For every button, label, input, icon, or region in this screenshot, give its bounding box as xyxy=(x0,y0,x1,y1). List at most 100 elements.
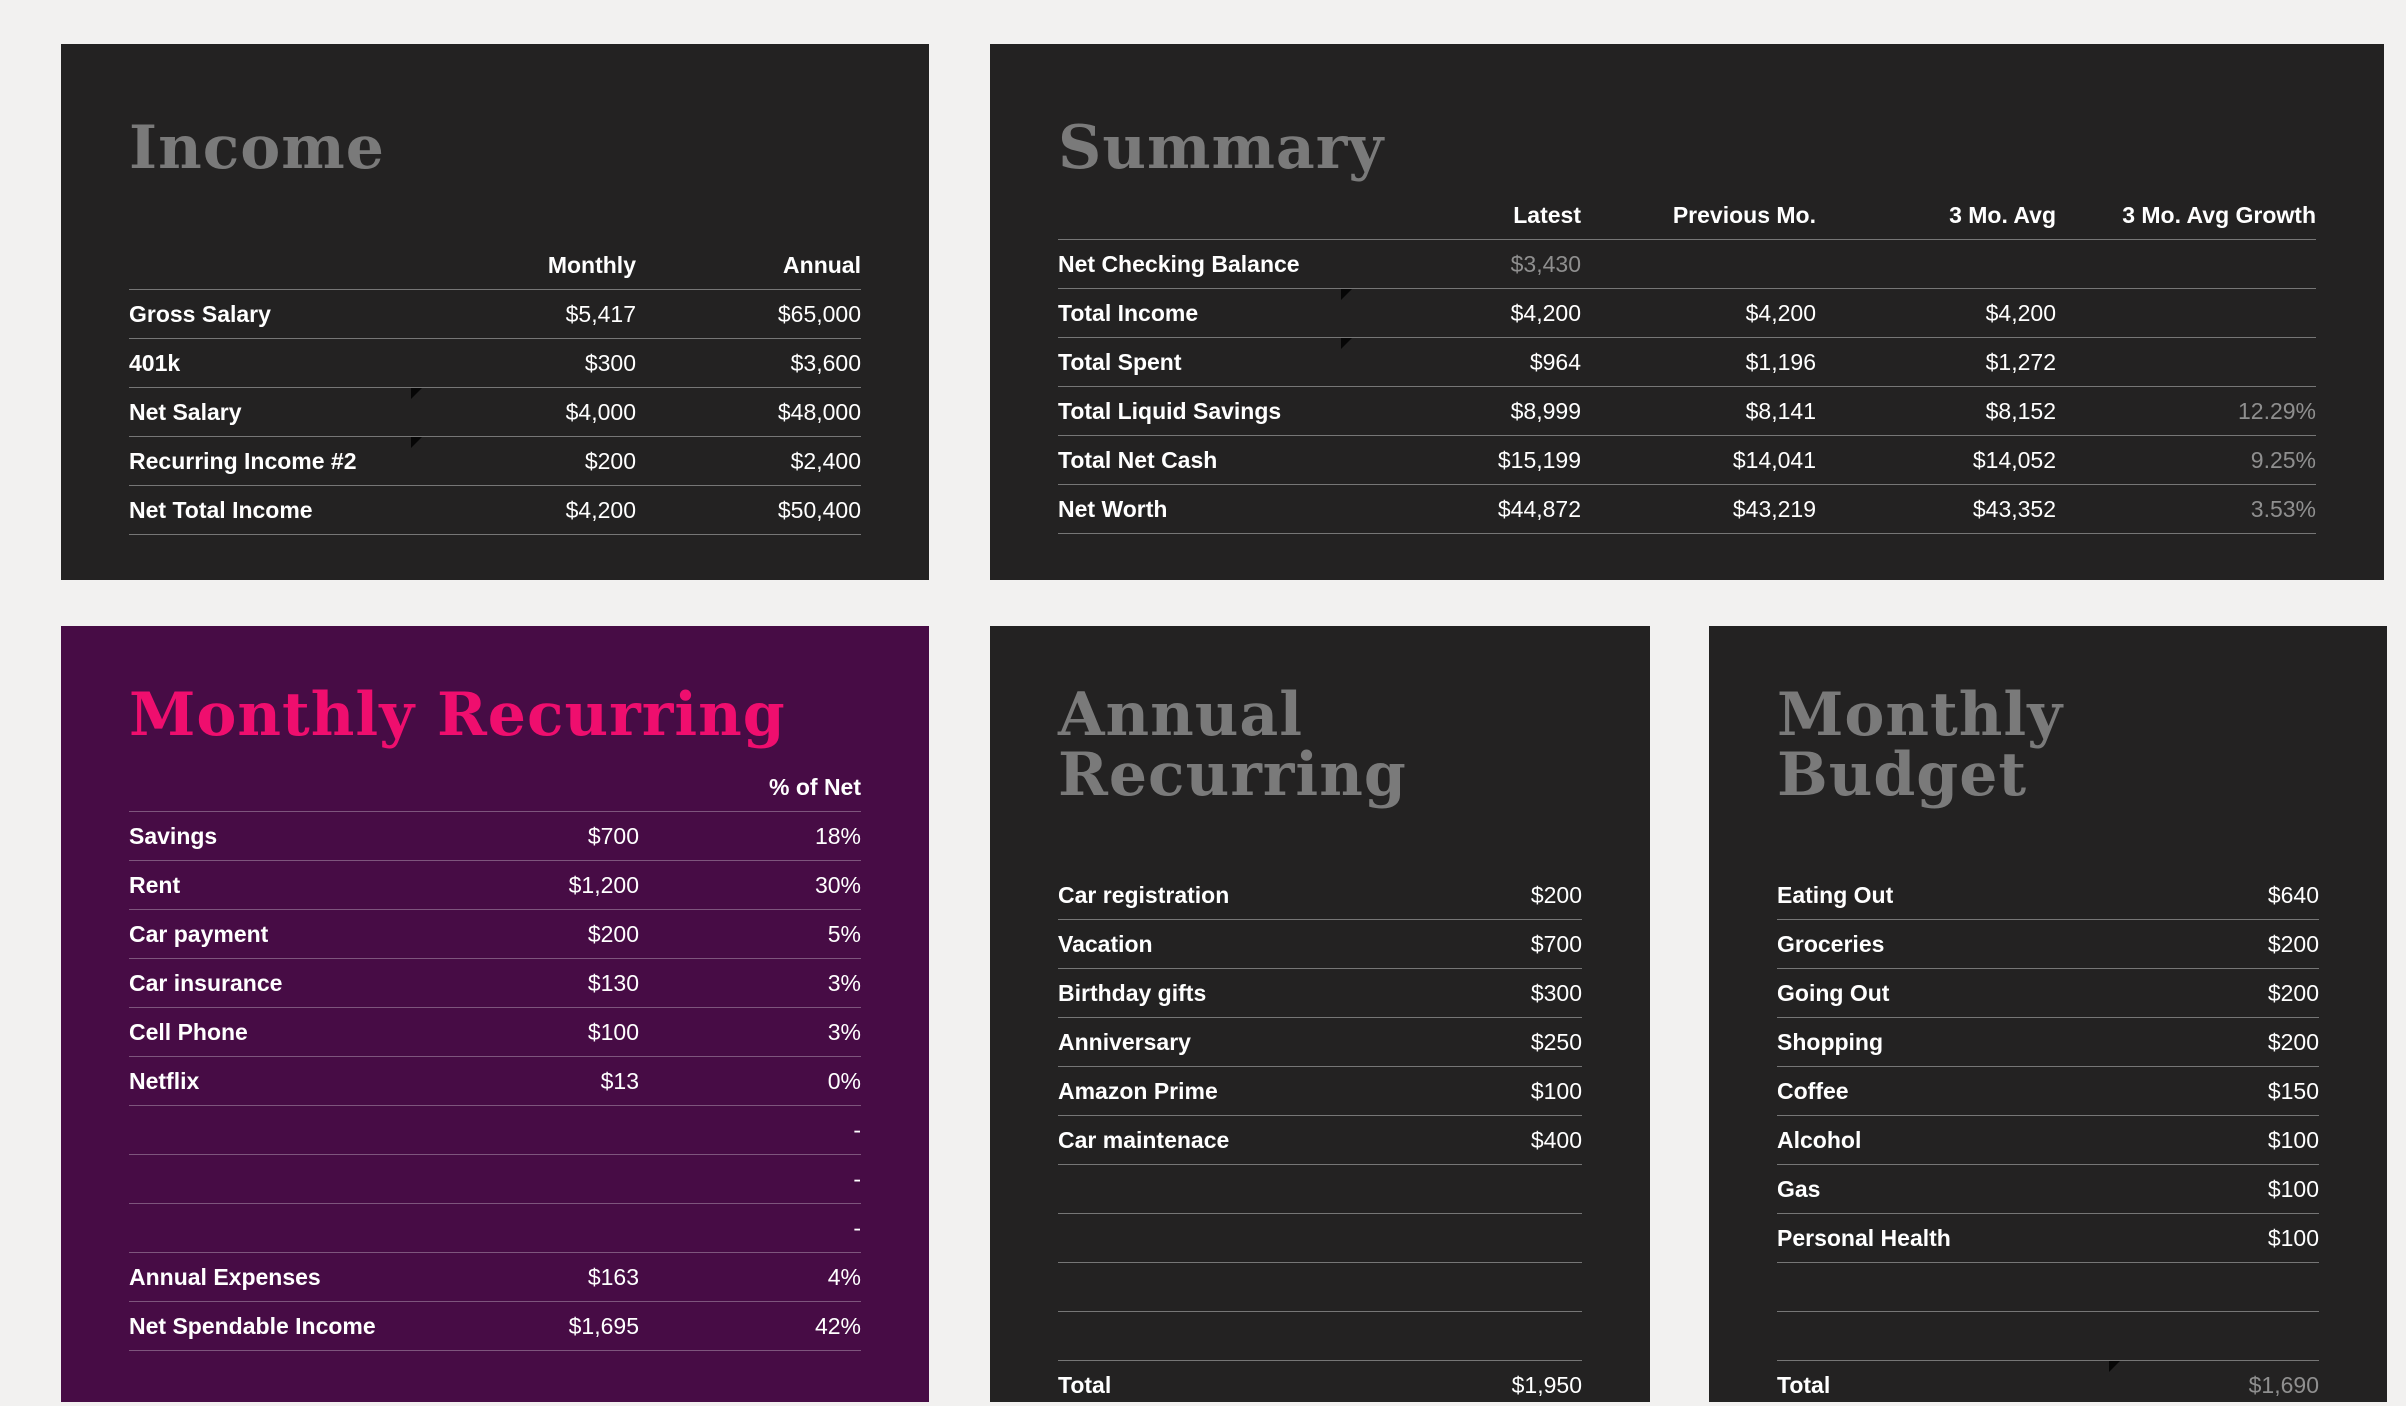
note-marker-icon xyxy=(1341,289,1352,300)
table-row: Car maintenace $400 xyxy=(1058,1116,1582,1165)
row-value-latest: $15,199 xyxy=(1497,446,1581,473)
column-header-3mo-avg-growth: 3 Mo. Avg Growth xyxy=(2122,201,2316,228)
row-value-amount xyxy=(414,1155,639,1203)
row-value-amount: $163 xyxy=(587,1263,639,1290)
table-row: Netflix $13 0% xyxy=(129,1057,861,1106)
summary-title: Summary xyxy=(1058,113,1385,183)
row-label: Car registration xyxy=(1058,881,1230,908)
table-row-empty xyxy=(1777,1263,2319,1312)
total-row: Total $1,950 xyxy=(1058,1361,1582,1410)
row-value-avg: $1,272 xyxy=(1985,348,2056,375)
total-label: Total xyxy=(1777,1371,1831,1398)
total-value-text: $1,690 xyxy=(2248,1371,2319,1398)
row-value-avg: $8,152 xyxy=(1985,397,2056,424)
table-row: Vacation $700 xyxy=(1058,920,1582,969)
row-label: Groceries xyxy=(1777,930,1885,957)
row-label xyxy=(129,1106,414,1154)
row-label: Anniversary xyxy=(1058,1028,1191,1055)
row-value-pct: 4% xyxy=(827,1263,861,1290)
column-header-latest: Latest xyxy=(1513,201,1581,228)
table-row: Net Spendable Income $1,695 42% xyxy=(129,1302,861,1351)
row-label: Savings xyxy=(129,822,218,849)
row-value-avg: $43,352 xyxy=(1972,495,2056,522)
monthly-budget-title: Monthly Budget xyxy=(1777,680,2064,810)
row-label: Netflix xyxy=(129,1067,200,1094)
monthly-budget-panel: Monthly Budget Eating Out $640 Groceries… xyxy=(1709,626,2387,1410)
table-row: Eating Out $640 xyxy=(1777,871,2319,920)
row-label: Total Income xyxy=(1058,299,1199,326)
row-value-previous xyxy=(1581,240,1816,288)
table-row: Total Liquid Savings $8,999 $8,141 $8,15… xyxy=(1058,387,2316,436)
table-row: Net Checking Balance $3,430 xyxy=(1058,240,2316,289)
note-marker-icon xyxy=(1341,338,1352,349)
table-row: Gross Salary $5,417 $65,000 xyxy=(129,290,861,339)
row-value-amount: $250 xyxy=(1530,1028,1582,1055)
total-row: Total $1,690 xyxy=(1777,1361,2319,1410)
row-label: Gas xyxy=(1777,1175,1821,1202)
row-value-amount xyxy=(414,1106,639,1154)
row-label: Alcohol xyxy=(1777,1126,1862,1153)
row-label: Amazon Prime xyxy=(1058,1077,1218,1104)
row-label: Net Salary xyxy=(129,398,242,425)
column-header-3mo-avg: 3 Mo. Avg xyxy=(1949,201,2056,228)
column-header-pct-of-net: % of Net xyxy=(769,773,861,800)
row-value-text: $4,200 xyxy=(1510,299,1581,326)
row-value-amount: $200 xyxy=(2267,1028,2319,1055)
row-label: Eating Out xyxy=(1777,881,1894,908)
row-label: Net Worth xyxy=(1058,495,1168,522)
row-label: Total Spent xyxy=(1058,348,1182,375)
table-row: Going Out $200 xyxy=(1777,969,2319,1018)
row-value-amount: $300 xyxy=(1530,979,1582,1006)
row-value-pct: - xyxy=(853,1165,861,1192)
row-value-annual: $2,400 xyxy=(790,447,861,474)
table-row: Car insurance $130 3% xyxy=(129,959,861,1008)
row-label: Going Out xyxy=(1777,979,1890,1006)
row-value-amount: $13 xyxy=(600,1067,639,1094)
row-value-growth: 3.53% xyxy=(2250,495,2316,522)
row-value-amount: $100 xyxy=(2267,1224,2319,1251)
row-value-avg xyxy=(1816,240,2056,288)
table-row-empty xyxy=(1058,1263,1582,1312)
row-label: Annual Expenses xyxy=(129,1263,321,1290)
row-value-pct: 30% xyxy=(814,871,861,898)
table-row: Net Total Income $4,200 $50,400 xyxy=(129,486,861,535)
row-value-avg: $4,200 xyxy=(1985,299,2056,326)
row-value-latest: $44,872 xyxy=(1497,495,1581,522)
table-row: Gas $100 xyxy=(1777,1165,2319,1214)
row-label: Shopping xyxy=(1777,1028,1884,1055)
table-row: Anniversary $250 xyxy=(1058,1018,1582,1067)
row-label: Net Spendable Income xyxy=(129,1312,376,1339)
row-value-amount xyxy=(414,1204,639,1252)
summary-table: Latest Previous Mo. 3 Mo. Avg 3 Mo. Avg … xyxy=(1058,191,2316,534)
row-value-amount: $100 xyxy=(2267,1175,2319,1202)
row-value-pct: 42% xyxy=(814,1312,861,1339)
row-value-amount: $150 xyxy=(2267,1077,2319,1104)
row-value-growth: 12.29% xyxy=(2237,397,2316,424)
note-marker-icon xyxy=(2109,1361,2120,1372)
row-value-amount: $400 xyxy=(1530,1126,1582,1153)
row-value-avg: $14,052 xyxy=(1972,446,2056,473)
row-value-text: $964 xyxy=(1529,348,1581,375)
total-value: $1,690 xyxy=(2109,1361,2319,1409)
annual-recurring-title: Annual Recurring xyxy=(1058,680,1407,810)
summary-header-row: Latest Previous Mo. 3 Mo. Avg 3 Mo. Avg … xyxy=(1058,191,2316,240)
row-label: Total Net Cash xyxy=(1058,446,1218,473)
total-label: Total xyxy=(1058,1371,1112,1398)
row-label xyxy=(129,1155,414,1203)
row-value-annual: $48,000 xyxy=(777,398,861,425)
column-header-previous-mo: Previous Mo. xyxy=(1672,201,1816,228)
table-row-empty xyxy=(1058,1312,1582,1361)
column-header-monthly: Monthly xyxy=(547,251,636,278)
row-label: Car insurance xyxy=(129,969,283,996)
row-value-growth xyxy=(2056,289,2316,337)
row-value-monthly: $200 xyxy=(411,437,636,485)
row-value-amount: $1,200 xyxy=(568,871,639,898)
row-value-amount: $200 xyxy=(1530,881,1582,908)
row-value-annual: $50,400 xyxy=(777,496,861,523)
table-row: 401k $300 $3,600 xyxy=(129,339,861,388)
row-value-amount: $640 xyxy=(2267,881,2319,908)
row-label: Vacation xyxy=(1058,930,1153,957)
row-label: Total Liquid Savings xyxy=(1058,397,1282,424)
row-value-pct: 5% xyxy=(827,920,861,947)
total-value: $1,950 xyxy=(1511,1371,1582,1398)
